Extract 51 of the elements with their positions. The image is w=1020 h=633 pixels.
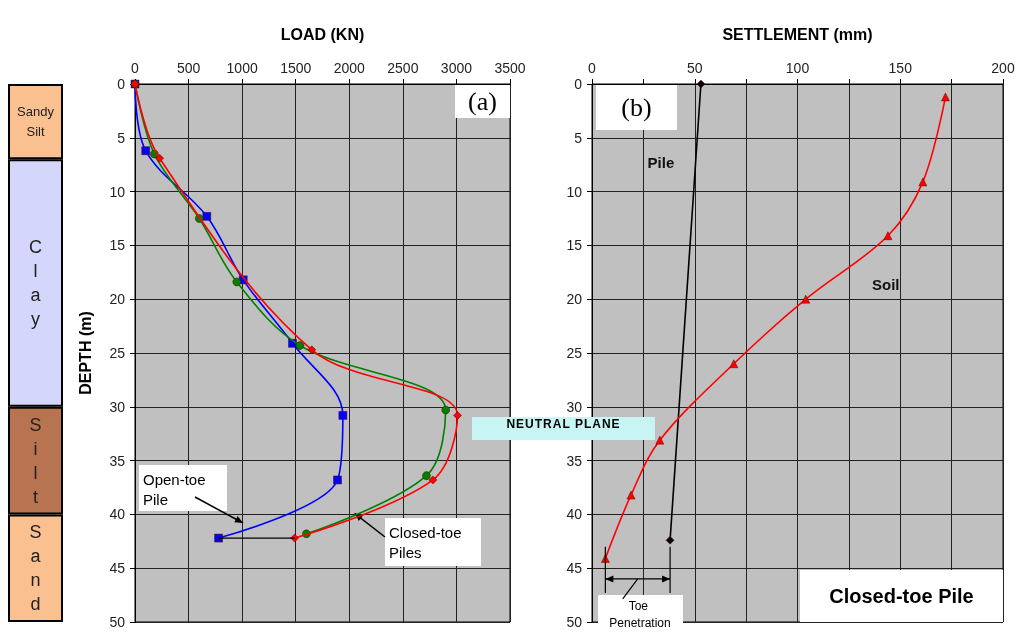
series-label: Sandy Silt (17, 104, 55, 140)
series-label: Soil (871, 275, 900, 293)
series-label: Pile (647, 153, 675, 171)
x-tick-label: 0 (131, 60, 140, 76)
y-tick-label: 35 (109, 452, 126, 469)
x-axis-title: SETTLEMENT (mm) (722, 25, 873, 43)
annotation: (a) (468, 86, 497, 116)
series-label: Clay (29, 237, 42, 330)
annotation: (b) (621, 92, 652, 122)
y-tick-label: 45 (109, 560, 126, 577)
y-tick-label: 5 (117, 129, 126, 146)
annotation: Toe Penetration (609, 598, 671, 630)
x-tick-label: 0 (588, 60, 597, 76)
x-tick-label: 3500 (494, 60, 526, 76)
y-tick-label: 15 (109, 237, 126, 254)
x-tick-label: 100 (785, 60, 810, 76)
y-axis-title: DEPTH (m) (76, 311, 94, 395)
y-tick-label: 20 (109, 291, 126, 308)
series-label: Silt (29, 414, 42, 507)
label-box: NEUTRAL PLANE (472, 417, 655, 440)
x-tick-label: 150 (888, 60, 913, 76)
x-tick-label: 3000 (440, 60, 473, 76)
y-tick-label: 5 (574, 129, 583, 146)
y-tick-label: 25 (109, 345, 126, 361)
y-tick-label: 35 (566, 452, 583, 469)
y-tick-label: 40 (566, 506, 583, 523)
y-tick-label: 10 (566, 183, 583, 200)
y-tick-label: 10 (109, 183, 126, 200)
y-tick-label: 0 (117, 76, 126, 92)
x-axis-title: LOAD (KN) (280, 25, 365, 43)
annotation: Closed-toe Pile (829, 585, 974, 607)
series-label: Sand (29, 522, 42, 615)
y-tick-label: 30 (566, 398, 583, 415)
x-tick-label: 200 (991, 60, 1015, 76)
y-tick-label: 50 (109, 614, 126, 630)
annotation: Open-toe Pile (143, 470, 210, 508)
y-tick-label: 15 (566, 237, 583, 254)
x-tick-label: 2500 (387, 60, 419, 76)
x-tick-label: 50 (686, 60, 703, 76)
x-tick-label: 2000 (333, 60, 366, 76)
y-tick-label: 30 (109, 398, 126, 415)
y-tick-label: 20 (566, 291, 583, 308)
annotation: Closed-toe Piles (389, 523, 466, 561)
y-tick-label: 0 (574, 76, 583, 92)
x-tick-label: 500 (176, 60, 201, 76)
x-tick-label: 1500 (280, 60, 312, 76)
x-tick-label: 1000 (226, 60, 258, 76)
y-tick-label: 45 (566, 560, 583, 577)
y-tick-label: 40 (109, 506, 126, 523)
y-tick-label: 50 (566, 614, 583, 630)
y-tick-label: 25 (566, 345, 583, 361)
